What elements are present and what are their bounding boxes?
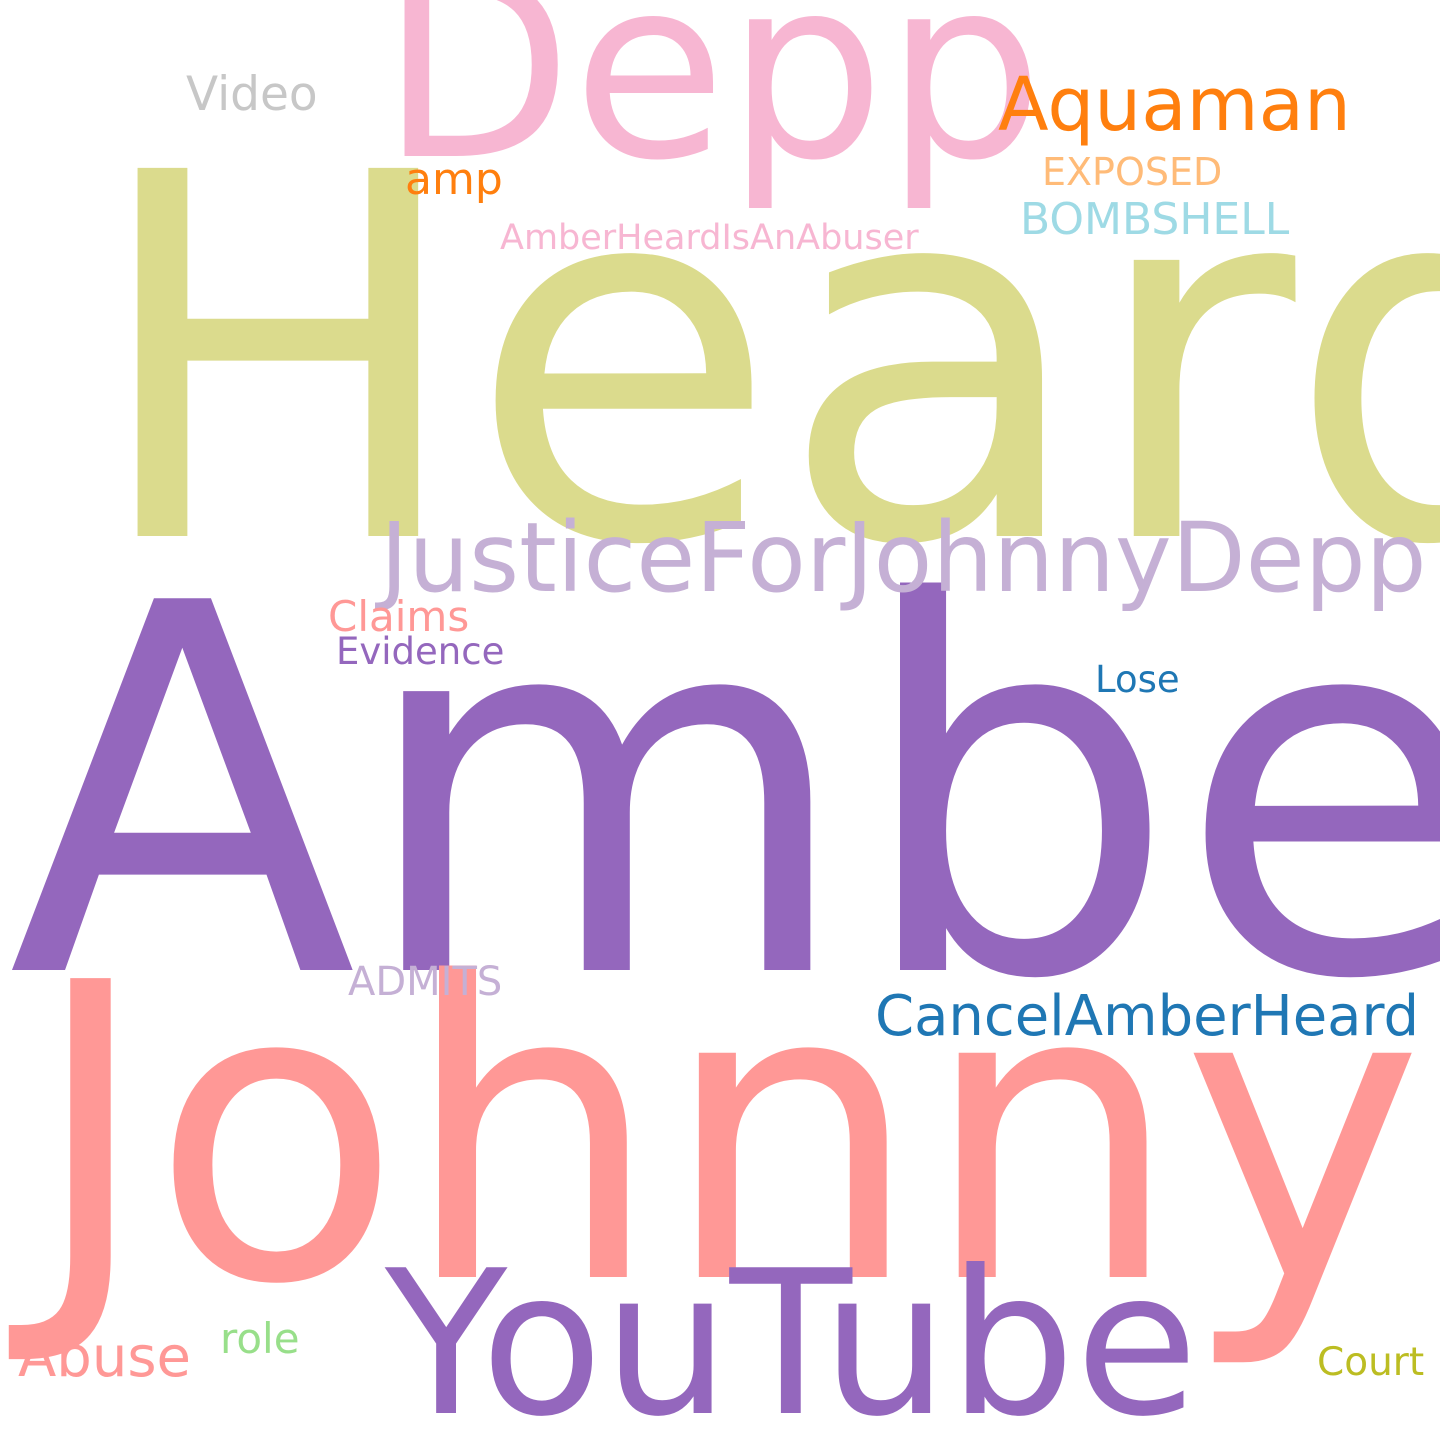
- word-admits: ADMITS: [348, 959, 503, 1005]
- word-depp: Depp: [380, 0, 1044, 215]
- word-abuse: Abuse: [18, 1325, 191, 1390]
- word-exposed: EXPOSED: [1042, 150, 1223, 194]
- word-heard: Heard: [88, 68, 1440, 656]
- word-amber-heard-is-an-abuser: AmberHeardIsAnAbuser: [500, 218, 919, 258]
- word-role: role: [220, 1314, 300, 1363]
- word-justice-for-johnny-depp: JusticeForJohnnyDepp: [380, 502, 1427, 614]
- word-cancel-amber-heard: CancelAmberHeard: [875, 984, 1420, 1049]
- word-claims: Claims: [328, 592, 470, 641]
- word-lose: Lose: [1095, 658, 1180, 701]
- word-amber: Amber: [8, 498, 1440, 1091]
- word-bombshell: BOMBSHELL: [1020, 194, 1290, 245]
- word-aquaman: Aquaman: [998, 62, 1351, 148]
- word-evidence: Evidence: [336, 630, 505, 673]
- word-youtube: YouTube: [385, 1228, 1199, 1440]
- word-johnny: Johnny: [30, 896, 1424, 1374]
- word-video: Video: [186, 67, 318, 122]
- word-court: Court: [1317, 1340, 1425, 1385]
- word-amp: amp: [405, 154, 503, 205]
